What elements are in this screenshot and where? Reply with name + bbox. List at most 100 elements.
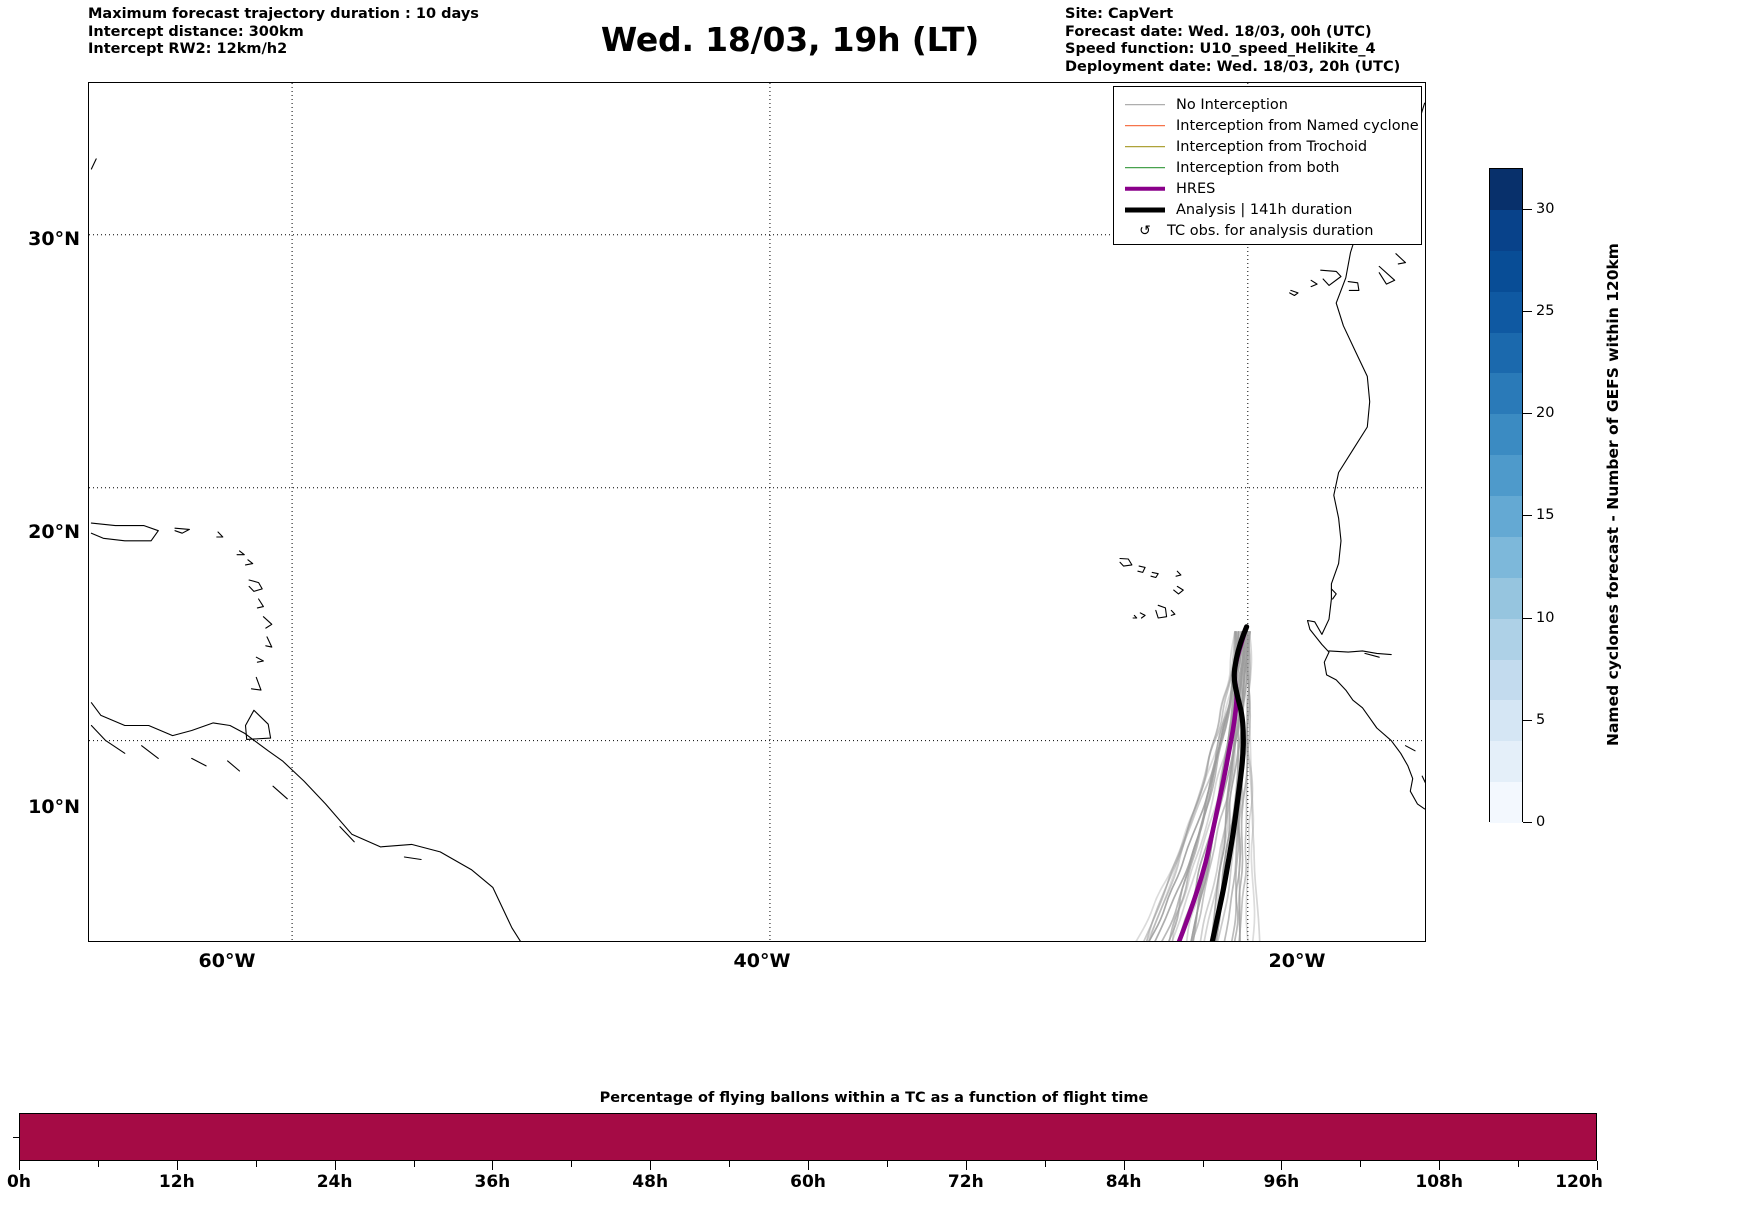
colorbar-tick-label: 5 (1536, 711, 1546, 728)
time-axis-tick (1202, 1161, 1204, 1167)
legend-item-label: Interception from Named cyclone (1176, 117, 1419, 134)
legend-item-2[interactable]: Interception from Trochoid (1123, 136, 1412, 157)
ensemble-track (1154, 631, 1238, 941)
coastline-segment (244, 709, 272, 740)
legend-item-1[interactable]: Interception from Named cyclone (1123, 115, 1419, 136)
colorbar-segment (1490, 291, 1522, 333)
map-xtick-label: 60°W (198, 950, 256, 972)
time-axis-tick (1518, 1161, 1520, 1167)
analysis-track-path (1209, 624, 1250, 941)
legend-item-label: HRES (1176, 180, 1216, 197)
coastline-segment (255, 656, 264, 663)
map-ytick-label: 10°N (28, 796, 80, 818)
time-axis-tick (413, 1161, 415, 1167)
coastline-segment (1310, 279, 1318, 288)
time-axis-label: 12h (158, 1172, 195, 1192)
map-canvas (89, 83, 1425, 941)
coastline-segment (90, 522, 159, 542)
legend-line-swatch (1123, 203, 1167, 217)
time-axis-tick (334, 1161, 336, 1170)
time-axis-tick (97, 1161, 99, 1167)
coastline-segment (1395, 253, 1407, 265)
coastline-segment (1173, 585, 1184, 595)
coastline-segment (1347, 281, 1360, 291)
colorbar-tick-label: 20 (1536, 405, 1555, 422)
coastline-segment (90, 158, 97, 170)
coastline-segment (262, 616, 273, 629)
colorbar-tick-label: 15 (1536, 507, 1555, 524)
colorbar-segment (1490, 373, 1522, 415)
colorbar-tick (1523, 515, 1532, 517)
colorbar-tick-label: 25 (1536, 303, 1555, 320)
colorbar-segment (1490, 700, 1522, 742)
colorbar-segment (1490, 577, 1522, 619)
colorbar-tick (1523, 413, 1532, 415)
map-gridlines (89, 83, 1425, 941)
time-axis-tick (1360, 1161, 1362, 1167)
time-axis-tick (19, 1161, 20, 1170)
coastline-segment (141, 745, 159, 759)
coastline-segment (90, 702, 521, 941)
percentage-bar-ytick (13, 1137, 20, 1138)
time-axis-tick (886, 1161, 888, 1167)
colorbar-tick (1523, 311, 1532, 313)
coastline-segment (1137, 565, 1146, 573)
legend-item-4[interactable]: HRES (1123, 178, 1412, 199)
percentage-bar-title: Percentage of flying ballons within a TC… (599, 1090, 1149, 1106)
coastline-segment (1364, 652, 1380, 658)
time-axis-label: 96h (1263, 1172, 1300, 1192)
colorbar-tick (1523, 822, 1532, 823)
time-axis-label: 60h (790, 1172, 826, 1192)
colorbar-tick-label: 0 (1536, 814, 1546, 830)
time-axis-label: 0h (7, 1172, 31, 1192)
colorbar-tick (1523, 208, 1532, 210)
time-axis-label: 120h (1555, 1172, 1603, 1192)
header-left-info: Maximum forecast trajectory duration : 1… (88, 6, 608, 59)
colorbar-segment (1490, 169, 1522, 210)
legend-item-6[interactable]: ↺ TC obs. for analysis duration (1123, 220, 1412, 241)
legend-line-swatch (1123, 140, 1167, 154)
coastline-segment (1330, 588, 1337, 600)
colorbar-segment (1490, 618, 1522, 660)
time-axis-label: 24h (316, 1172, 353, 1192)
colorbar[interactable]: 0 5 10 15 20 25 30 (1489, 168, 1554, 830)
header-left-line: Intercept RW2: 12km/h2 (88, 41, 288, 57)
legend-item-5[interactable]: Analysis | 141h duration (1123, 199, 1412, 220)
coastline-segment (1170, 609, 1176, 616)
coastline-segment (1378, 265, 1396, 285)
coastline-segment (1320, 269, 1342, 286)
header-right-line: Site: CapVert (1065, 6, 1174, 22)
coastline-segment (272, 785, 288, 800)
coastline-segment (1328, 650, 1392, 656)
map-xtick-label: 40°W (733, 950, 791, 972)
ensemble-track (1145, 631, 1240, 941)
time-axis-label: 48h (632, 1172, 669, 1192)
time-axis-tick (1439, 1161, 1441, 1170)
map-legend[interactable]: No Interception Interception from Named c… (1113, 86, 1422, 245)
coastline-segment (1421, 775, 1425, 784)
time-axis-tick (1597, 1161, 1598, 1170)
time-axis-tick (571, 1161, 573, 1167)
colorbar-segment (1490, 332, 1522, 374)
ensemble-track (1210, 631, 1246, 941)
colorbar-segment (1490, 782, 1522, 823)
ensemble-track (1214, 631, 1248, 941)
time-axis-label: 72h (947, 1172, 984, 1192)
coastline-segment (1139, 612, 1146, 619)
percentage-bar-axes[interactable] (19, 1113, 1597, 1161)
ensemble-track (1143, 631, 1236, 941)
header-left-line: Maximum forecast trajectory duration : 1… (88, 6, 479, 22)
time-axis-tick (965, 1161, 967, 1170)
legend-item-3[interactable]: Interception from both (1123, 157, 1412, 178)
coastline-segment (256, 598, 264, 609)
map-ytick-label: 20°N (28, 521, 80, 543)
coastline-segment (216, 531, 224, 538)
legend-item-label: Interception from both (1176, 159, 1340, 176)
legend-line-swatch (1123, 182, 1167, 196)
ensemble-track (1245, 631, 1254, 941)
legend-item-0[interactable]: No Interception (1123, 94, 1412, 115)
time-axis-tick (1123, 1161, 1125, 1170)
time-axis-tick (1044, 1161, 1046, 1167)
ensemble-track (1168, 631, 1243, 941)
time-axis-tick (176, 1161, 178, 1170)
